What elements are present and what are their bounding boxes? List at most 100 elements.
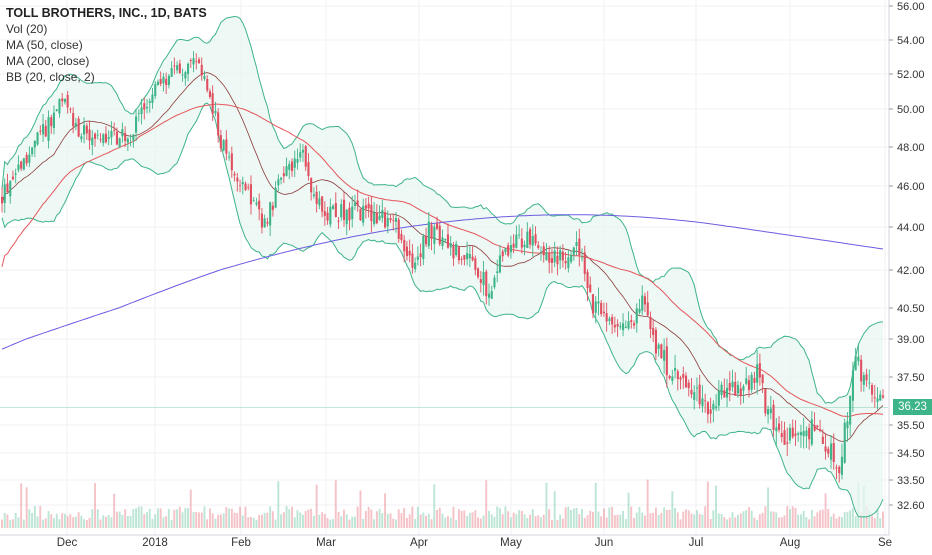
volume-bar <box>734 517 737 528</box>
volume-bar <box>236 513 239 528</box>
volume-bar <box>542 514 545 528</box>
volume-bar <box>425 515 427 528</box>
candle-body <box>173 65 176 67</box>
volume-bar <box>170 519 173 528</box>
volume-bar <box>712 510 715 528</box>
candle-body <box>737 384 740 394</box>
volume-bar <box>395 519 397 528</box>
volume-bar <box>345 514 348 528</box>
candle-body <box>797 433 800 435</box>
candle-body <box>477 268 480 278</box>
volume-bar <box>3 512 6 528</box>
last-price-badge: 36.23 <box>893 399 932 415</box>
volume-bar <box>687 510 690 528</box>
candle-body <box>660 344 663 358</box>
candle-body <box>228 156 231 158</box>
candle-body <box>107 137 110 140</box>
volume-bar <box>827 509 830 528</box>
volume-bar <box>44 518 47 528</box>
candle-body <box>340 204 343 218</box>
candle-body <box>624 326 627 328</box>
candle-body <box>638 308 641 313</box>
volume-bar <box>488 510 490 528</box>
candle-body <box>416 256 419 260</box>
candle-body <box>471 256 474 261</box>
price-axis-bg <box>889 0 932 550</box>
candle-body <box>594 301 597 313</box>
volume-bar <box>583 517 586 528</box>
candles[interactable] <box>1 51 885 483</box>
volume-bar <box>381 513 384 528</box>
volume-bar <box>619 514 622 528</box>
candle-body <box>613 324 616 328</box>
candle-body <box>69 108 72 110</box>
volume-bar <box>704 506 707 528</box>
candle-body <box>162 76 165 84</box>
volume-bar <box>728 517 731 528</box>
candle-body <box>851 370 854 401</box>
candle-body <box>47 117 50 141</box>
volume-bar <box>668 509 671 528</box>
volume-bar <box>304 510 307 528</box>
volume-bar <box>594 482 597 528</box>
candle-body <box>824 446 827 452</box>
volume-bar <box>447 516 449 528</box>
volume-bar <box>761 512 764 528</box>
volume-bar <box>499 508 501 528</box>
y-tick-label: 50.00 <box>897 104 925 116</box>
volume-bar <box>159 508 162 528</box>
volume-bar <box>189 489 192 528</box>
volume-bar <box>80 515 83 528</box>
candle-body <box>214 110 217 114</box>
candle-body <box>816 425 819 428</box>
volume-bar <box>753 517 756 528</box>
candle-body <box>449 243 452 248</box>
candle-body <box>61 98 64 102</box>
candle-body <box>241 182 244 185</box>
volume-bar <box>430 519 433 528</box>
candle-body <box>564 261 567 264</box>
volume-bar <box>638 507 641 528</box>
volume-bar <box>302 514 304 528</box>
candle-body <box>701 398 704 407</box>
volume-bar <box>36 516 39 528</box>
volume-bar <box>354 516 356 528</box>
volume-bar <box>622 511 624 528</box>
volume-bar <box>589 510 592 528</box>
candle-body <box>504 248 507 252</box>
candle-body <box>542 246 545 256</box>
candle-body <box>370 204 373 222</box>
volume-bar <box>332 519 334 528</box>
candle-body <box>715 406 718 409</box>
candle-body <box>572 247 575 255</box>
candle-body <box>436 223 439 229</box>
candle-body <box>1 196 4 204</box>
candle-body <box>518 234 521 236</box>
y-tick-label: 42.00 <box>897 265 925 277</box>
candle-body <box>288 164 291 170</box>
candle-body <box>810 419 813 445</box>
candle-body <box>630 320 633 322</box>
candle-body <box>72 113 75 127</box>
candle-body <box>315 191 318 204</box>
candle-body <box>266 221 269 224</box>
volume-bar <box>745 510 748 528</box>
candle-body <box>364 205 367 209</box>
volume-bar <box>61 513 64 528</box>
volume-bar <box>772 511 775 528</box>
candle-body <box>485 271 488 297</box>
candle-body <box>723 390 726 398</box>
volume-bar <box>88 517 91 528</box>
candle-body <box>96 134 99 136</box>
candle-body <box>28 154 31 163</box>
candle-body <box>602 311 605 313</box>
volume-bar <box>824 493 827 528</box>
volume-bar <box>280 514 282 528</box>
volume-bar <box>726 519 728 528</box>
volume-bar <box>444 517 447 528</box>
candle-body <box>425 236 428 245</box>
volume-bar <box>671 491 674 528</box>
candle-body <box>794 433 797 436</box>
